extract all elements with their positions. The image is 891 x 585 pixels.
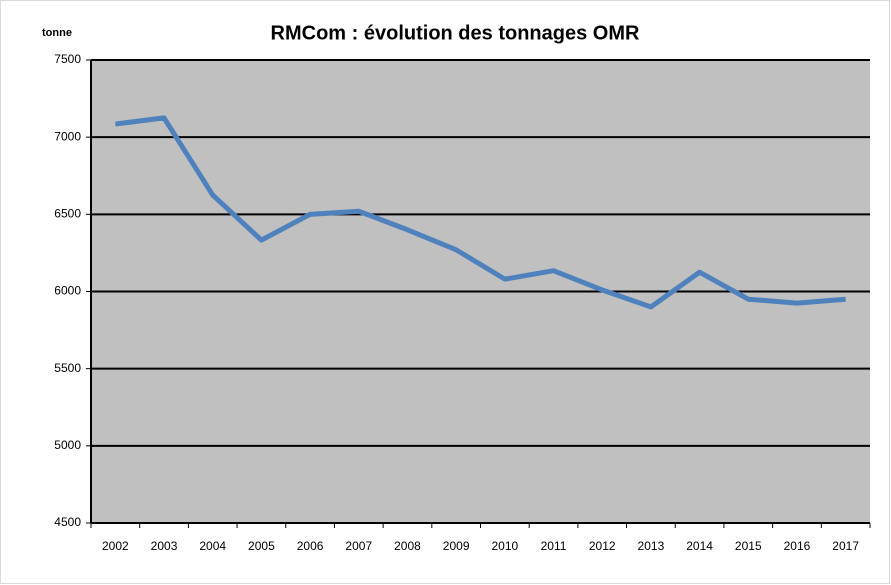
x-tick-label: 2011	[541, 539, 567, 553]
x-tick-label: 2012	[589, 539, 616, 553]
x-tick-label: 2009	[443, 539, 470, 553]
chart-title: RMCom : évolution des tonnages OMR	[271, 22, 640, 44]
y-tick-label: 6500	[54, 207, 81, 221]
x-tick-label: 2004	[199, 539, 226, 553]
x-tick-label: 2005	[248, 539, 275, 553]
y-tick-label: 7500	[54, 52, 81, 66]
x-tick-label: 2017	[832, 539, 859, 553]
x-tick-label: 2008	[394, 539, 421, 553]
x-tick-label: 2003	[151, 539, 178, 553]
x-tick-label: 2006	[297, 539, 324, 553]
line-series	[115, 115, 846, 310]
y-tick-label: 7000	[54, 129, 81, 143]
x-tick-label: 2014	[686, 539, 713, 553]
x-tick-label: 2010	[491, 539, 518, 553]
y-axis-label: tonne	[42, 27, 72, 39]
y-tick-label: 4500	[54, 515, 81, 529]
y-tick-label: 6000	[54, 284, 81, 298]
y-tick-label: 5500	[54, 361, 81, 375]
x-tick-label: 2013	[638, 539, 665, 553]
x-tick-label: 2007	[345, 539, 372, 553]
x-tick-label: 2002	[102, 539, 129, 553]
y-tick-label: 5000	[54, 438, 81, 452]
x-tick-label: 2016	[784, 539, 811, 553]
x-tick-label: 2015	[735, 539, 762, 553]
